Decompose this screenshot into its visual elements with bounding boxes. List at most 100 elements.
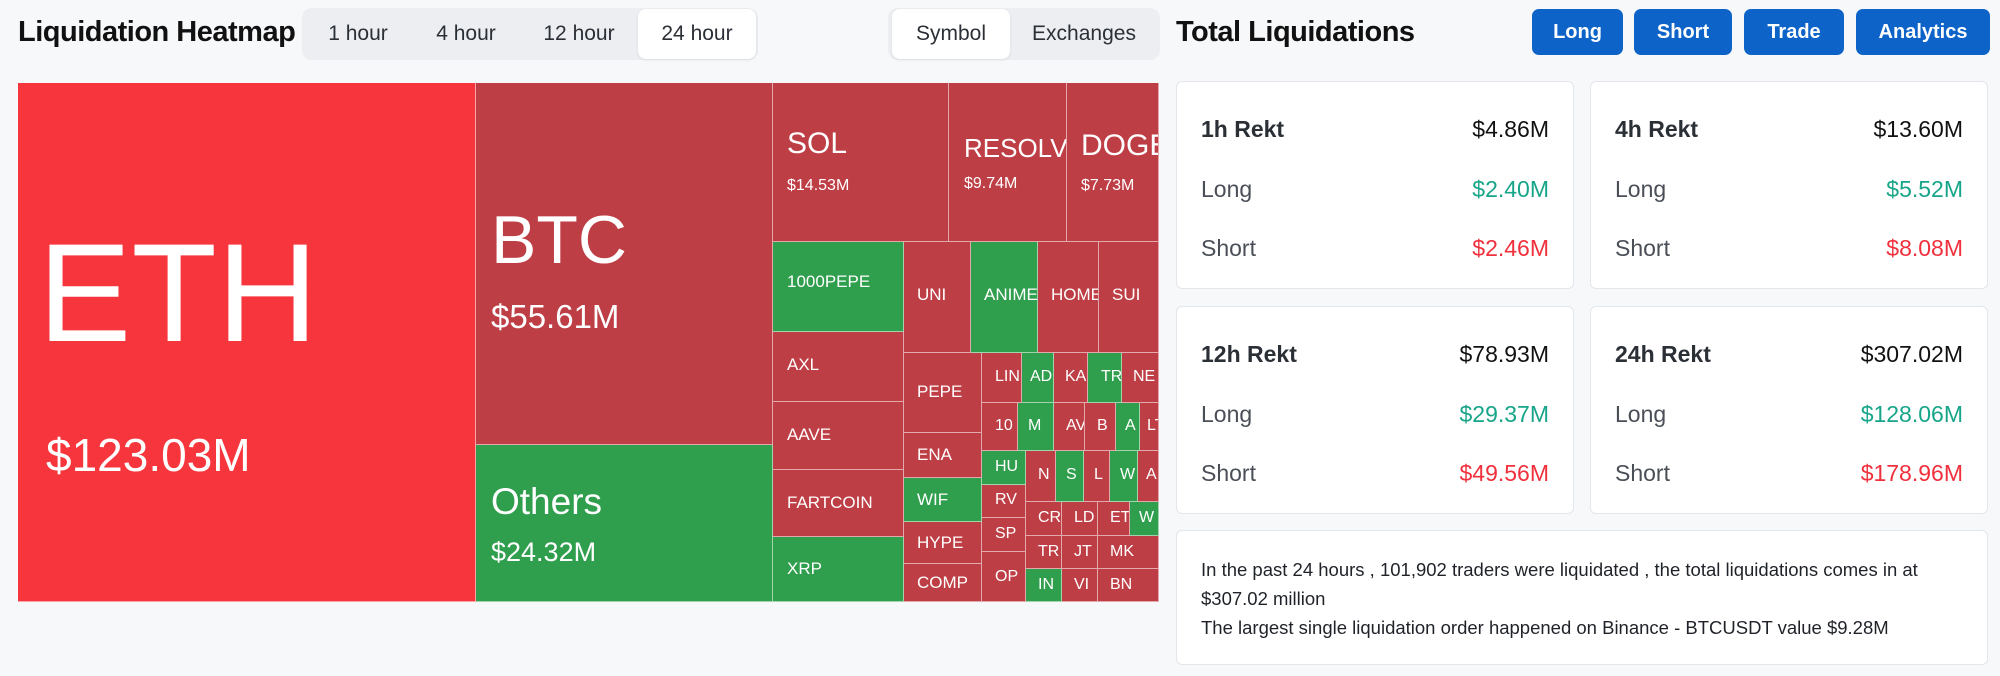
heatmap-tile-pepe[interactable]: PEPE [904, 353, 982, 433]
tile-symbol: W [1139, 509, 1155, 526]
tile-symbol: COMP [917, 573, 968, 592]
stats-card-24h: 24h Rekt $307.02M Long $128.06M Short $1… [1590, 306, 1988, 514]
heatmap-tile-resolv[interactable]: RESOLV $9.74M [949, 83, 1067, 242]
tile-symbol: LT [1147, 417, 1158, 434]
tab-symbol[interactable]: Symbol [892, 9, 1010, 59]
tile-symbol: RESOLV [964, 133, 1067, 163]
heatmap-tile-mk[interactable]: MK [1098, 536, 1159, 569]
heatmap-tile-hype[interactable]: HYPE [904, 522, 982, 564]
heatmap-tile-tr[interactable]: TR [1088, 353, 1122, 403]
tile-symbol: CR [1038, 509, 1062, 526]
heatmap-tile-home[interactable]: HOME [1038, 242, 1099, 353]
heatmap-tile-ld[interactable]: LD [1062, 502, 1098, 536]
heatmap-tile-fartcoin[interactable]: FARTCOIN [773, 470, 904, 537]
heatmap-tile-eth[interactable]: ETH $123.03M [18, 83, 476, 602]
heatmap-tile-ena[interactable]: ENA [904, 433, 982, 478]
short-label: Short [1201, 460, 1256, 486]
tile-symbol: LD [1074, 509, 1095, 526]
tile-value: $9.74M [964, 175, 1018, 192]
heatmap-tile-uni[interactable]: UNI [904, 242, 971, 353]
liquidation-heatmap: ETH $123.03M BTC $55.61M Others $24.32M … [18, 83, 1159, 602]
heatmap-tile-op[interactable]: OP [982, 552, 1026, 602]
heatmap-tile-rv[interactable]: RV [982, 485, 1026, 518]
heatmap-tile-aave[interactable]: AAVE [773, 402, 904, 470]
heatmap-tile-l[interactable]: L [1084, 451, 1110, 502]
analytics-button[interactable]: Analytics [1856, 9, 1990, 55]
heatmap-tile-bn[interactable]: BN [1098, 569, 1159, 602]
tile-symbol: N [1038, 466, 1050, 483]
heatmap-tile-lt[interactable]: LT [1140, 403, 1159, 451]
heatmap-tile-b[interactable]: B [1085, 403, 1116, 451]
tile-symbol: BTC [491, 202, 627, 278]
long-label: Long [1615, 401, 1667, 427]
heatmap-tile-jt[interactable]: JT [1062, 536, 1098, 569]
tile-symbol: UNI [917, 285, 947, 304]
heatmap-tile-1000pepe[interactable]: 1000PEPE [773, 242, 904, 332]
short-value: $8.08M [1886, 235, 1963, 261]
tile-symbol: Others [491, 481, 603, 522]
long-value: $128.06M [1860, 401, 1963, 427]
heatmap-tile-axl[interactable]: AXL [773, 332, 904, 402]
heatmap-tile-doge[interactable]: DOGE $7.73M [1067, 83, 1159, 242]
card-total: $4.86M [1472, 116, 1549, 142]
heatmap-tile-anime[interactable]: ANIME [971, 242, 1038, 353]
tile-value: $123.03M [46, 429, 251, 481]
tile-symbol: ANIME [984, 285, 1038, 304]
tile-symbol: LIN [995, 368, 1020, 385]
short-label: Short [1615, 460, 1670, 486]
long-label: Long [1615, 176, 1667, 202]
trade-button[interactable]: Trade [1744, 9, 1844, 55]
tile-symbol: S [1066, 466, 1077, 483]
tab-1-hour[interactable]: 1 hour [328, 22, 388, 45]
tile-value: $7.73M [1081, 177, 1135, 194]
tile-symbol: 10 [995, 417, 1013, 434]
long-label: Long [1201, 401, 1253, 427]
tile-symbol: SUI [1112, 285, 1141, 304]
heatmap-tile-n[interactable]: N [1026, 451, 1056, 502]
long-button[interactable]: Long [1532, 9, 1623, 55]
short-label: Short [1201, 235, 1256, 261]
short-label: Short [1615, 235, 1670, 261]
long-value: $2.40M [1472, 176, 1549, 202]
tile-symbol: OP [995, 568, 1019, 585]
heatmap-tile-others[interactable]: Others $24.32M [476, 445, 773, 602]
card-title: 12h Rekt [1201, 341, 1297, 367]
heatmap-tile-tr-2[interactable]: TR [1026, 536, 1062, 569]
heatmap-tile-xrp[interactable]: XRP [773, 537, 904, 602]
heatmap-tile-et[interactable]: ET [1098, 502, 1130, 536]
tab-12-hour[interactable]: 12 hour [543, 22, 615, 45]
heatmap-tile-w[interactable]: W [1110, 451, 1138, 502]
heatmap-tile-av[interactable]: AV [1054, 403, 1085, 451]
heatmap-tile-ne[interactable]: NE [1122, 353, 1159, 403]
heatmap-tile-vi[interactable]: VI [1062, 569, 1098, 602]
tile-symbol: JT [1074, 543, 1092, 560]
long-value: $29.37M [1459, 401, 1549, 427]
heatmap-tile-wif[interactable]: WIF [904, 478, 982, 522]
tab-24-hour[interactable]: 24 hour [638, 9, 756, 59]
short-button[interactable]: Short [1634, 9, 1732, 55]
heatmap-tile-cr[interactable]: CR [1026, 502, 1062, 536]
heatmap-tile-a[interactable]: A [1116, 403, 1140, 451]
heatmap-tile-sol[interactable]: SOL $14.53M [773, 83, 949, 242]
heatmap-tile-w-2[interactable]: W [1130, 502, 1159, 536]
heatmap-tile-m[interactable]: M [1018, 403, 1054, 451]
heatmap-tile-hu[interactable]: HU [982, 451, 1026, 485]
heatmap-tile-sui[interactable]: SUI [1099, 242, 1159, 353]
tab-exchanges[interactable]: Exchanges [1032, 22, 1136, 45]
heatmap-tile-ad[interactable]: AD [1022, 353, 1054, 403]
tile-symbol: BN [1110, 576, 1133, 593]
heatmap-tile-10[interactable]: 10 [982, 403, 1018, 451]
tab-4-hour[interactable]: 4 hour [436, 22, 496, 45]
heatmap-tile-lin[interactable]: LIN [982, 353, 1022, 403]
heatmap-tile-a-2[interactable]: A [1138, 451, 1159, 502]
heatmap-tile-btc[interactable]: BTC $55.61M [476, 83, 773, 445]
heatmap-tile-ka[interactable]: KA [1054, 353, 1088, 403]
tile-symbol: AAVE [787, 425, 832, 444]
heatmap-tile-sp[interactable]: SP [982, 518, 1026, 552]
long-value: $5.52M [1886, 176, 1963, 202]
heatmap-tile-s[interactable]: S [1056, 451, 1084, 502]
tile-symbol: A [1146, 466, 1157, 483]
heatmap-tile-comp[interactable]: COMP [904, 564, 982, 602]
heatmap-tile-in[interactable]: IN [1026, 569, 1062, 602]
tile-value: $24.32M [491, 537, 597, 567]
